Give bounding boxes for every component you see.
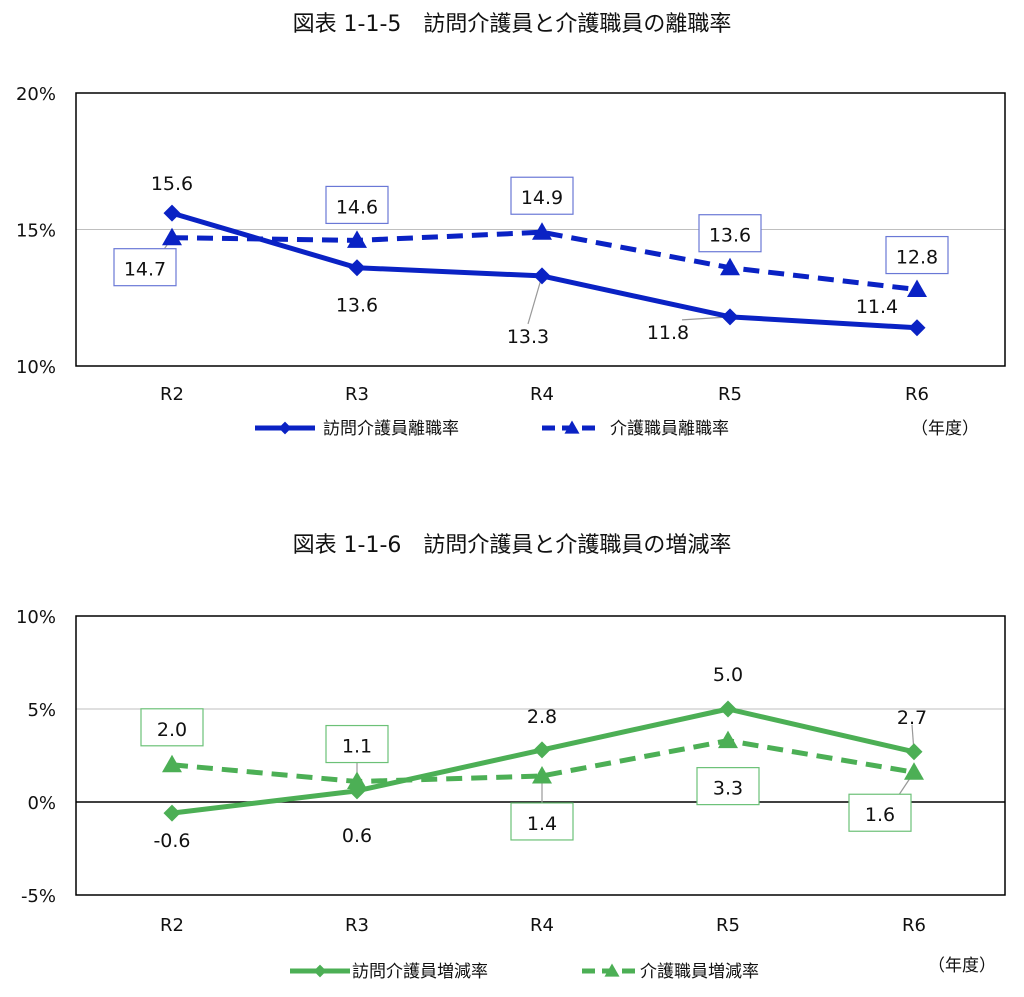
y-tick-label: 5% [27,700,56,721]
data-label-box [113,248,177,287]
chart-1: 図表 1-1-5 訪問介護員と介護職員の離職率 10% 15% 20% R2 R3 R4… [16,12,1006,439]
legend-marker [313,964,327,978]
data-label: 15.6 [151,173,193,195]
data-label: 2.8 [527,706,557,728]
data-label: -0.6 [153,830,190,852]
data-point [905,743,923,761]
data-point [719,700,737,718]
data-label: 11.4 [856,296,898,318]
y-tick-label: 10% [16,357,56,378]
legend-label: 訪問介護員離職率 [323,419,459,439]
legend-label: 介護職員離職率 [610,419,729,439]
data-point [162,754,182,773]
x-tick-label: R4 [530,915,554,936]
data-label-box [696,767,760,806]
x-tick-label: R3 [345,915,369,936]
chart-2-title: 図表 1-1-6 訪問介護員と介護職員の増減率 [293,533,732,558]
data-label: 14.6 [336,196,378,218]
chart-2-unit-label: （年度） [928,956,996,976]
data-point [718,730,738,749]
data-point [532,765,552,784]
x-tick-label: R5 [718,384,742,405]
chart-2-legend: 訪問介護員増減率 介護職員増減率 [290,962,759,982]
y-tick-label: 0% [27,793,56,814]
data-point [532,222,552,240]
data-label-box [510,176,574,215]
x-tick-label: R2 [160,915,184,936]
data-label: 13.6 [336,295,378,317]
chart-1-plot-frame [75,92,1006,367]
legend-label: 訪問介護員増減率 [352,962,488,982]
data-point [533,741,551,759]
chart-1-x-axis: R2 R3 R4 R5 R6 [160,384,929,405]
data-label: 14.9 [521,187,563,209]
data-label: 13.3 [507,326,549,348]
data-point [347,230,367,248]
y-tick-label: 20% [16,84,56,105]
data-point [721,308,739,326]
chart-1-legend: 訪問介護員離職率 介護職員離職率 [255,419,729,439]
x-tick-label: R6 [905,384,929,405]
data-point [163,204,181,222]
x-tick-label: R2 [160,384,184,405]
chart-1-unit-label: （年度） [911,419,979,439]
leader-line [527,275,543,325]
data-label: 0.6 [342,825,372,847]
data-point [347,771,367,790]
data-point [348,259,366,277]
data-point [907,279,927,298]
data-label: 3.3 [713,778,743,800]
data-point [720,257,740,276]
data-label-box [848,793,912,832]
x-tick-label: R3 [345,384,369,405]
chart-2-data-labels: -0.6 0.6 2.8 5.0 2.7 2.0 1.1 1.4 3.3 1.6 [140,664,927,852]
y-tick-label: -5% [21,886,56,907]
data-label: 2.7 [897,707,927,729]
data-label-box [140,708,204,747]
data-label: 2.0 [157,719,187,741]
legend-label: 介護職員増減率 [640,962,759,982]
chart-2-leader-lines [356,724,915,811]
chart-2-series [162,700,924,822]
y-tick-label: 10% [16,607,56,628]
x-tick-label: R5 [716,915,740,936]
data-point [904,762,924,780]
data-point [533,267,551,285]
data-label-box [510,802,574,841]
chart-2-x-axis: R2 R3 R4 R5 R6 [160,915,926,936]
data-label-box [698,214,762,253]
data-label-box [325,185,389,225]
data-label: 11.8 [647,322,689,344]
data-label: 1.6 [865,804,895,826]
chart-1-data-labels: 15.6 13.6 13.3 11.8 11.4 14.7 14.6 14.9 13.6 12.8 [113,173,949,348]
data-point [162,227,182,246]
chart-1-leader-lines [158,237,731,325]
chart-2-plot-frame [75,615,1006,896]
chart-1-series [162,204,927,337]
x-tick-label: R4 [530,384,554,405]
chart-2: 図表 1-1-6 訪問介護員と介護職員の増減率 -5%0%5%10% R2 R3 R… [16,533,1006,982]
data-label: 5.0 [713,664,743,686]
data-label-box [325,724,389,764]
x-tick-label: R6 [902,915,926,936]
data-label-box [885,235,949,275]
chart-2-y-axis: -5% 0% 5% 10% [16,607,56,907]
data-label: 1.4 [527,813,557,835]
data-label: 1.1 [342,736,372,758]
legend-marker [604,963,620,977]
legend-marker [564,420,580,434]
chart-1-title: 図表 1-1-5 訪問介護員と介護職員の離職率 [293,12,732,37]
data-label: 13.6 [709,225,751,247]
legend-marker [278,421,292,435]
data-point [908,319,926,337]
y-tick-label: 15% [16,221,56,242]
data-label: 12.8 [896,247,938,269]
data-label: 14.7 [124,259,166,281]
data-point [163,804,181,822]
chart-1-y-axis: 10% 15% 20% [16,84,56,378]
